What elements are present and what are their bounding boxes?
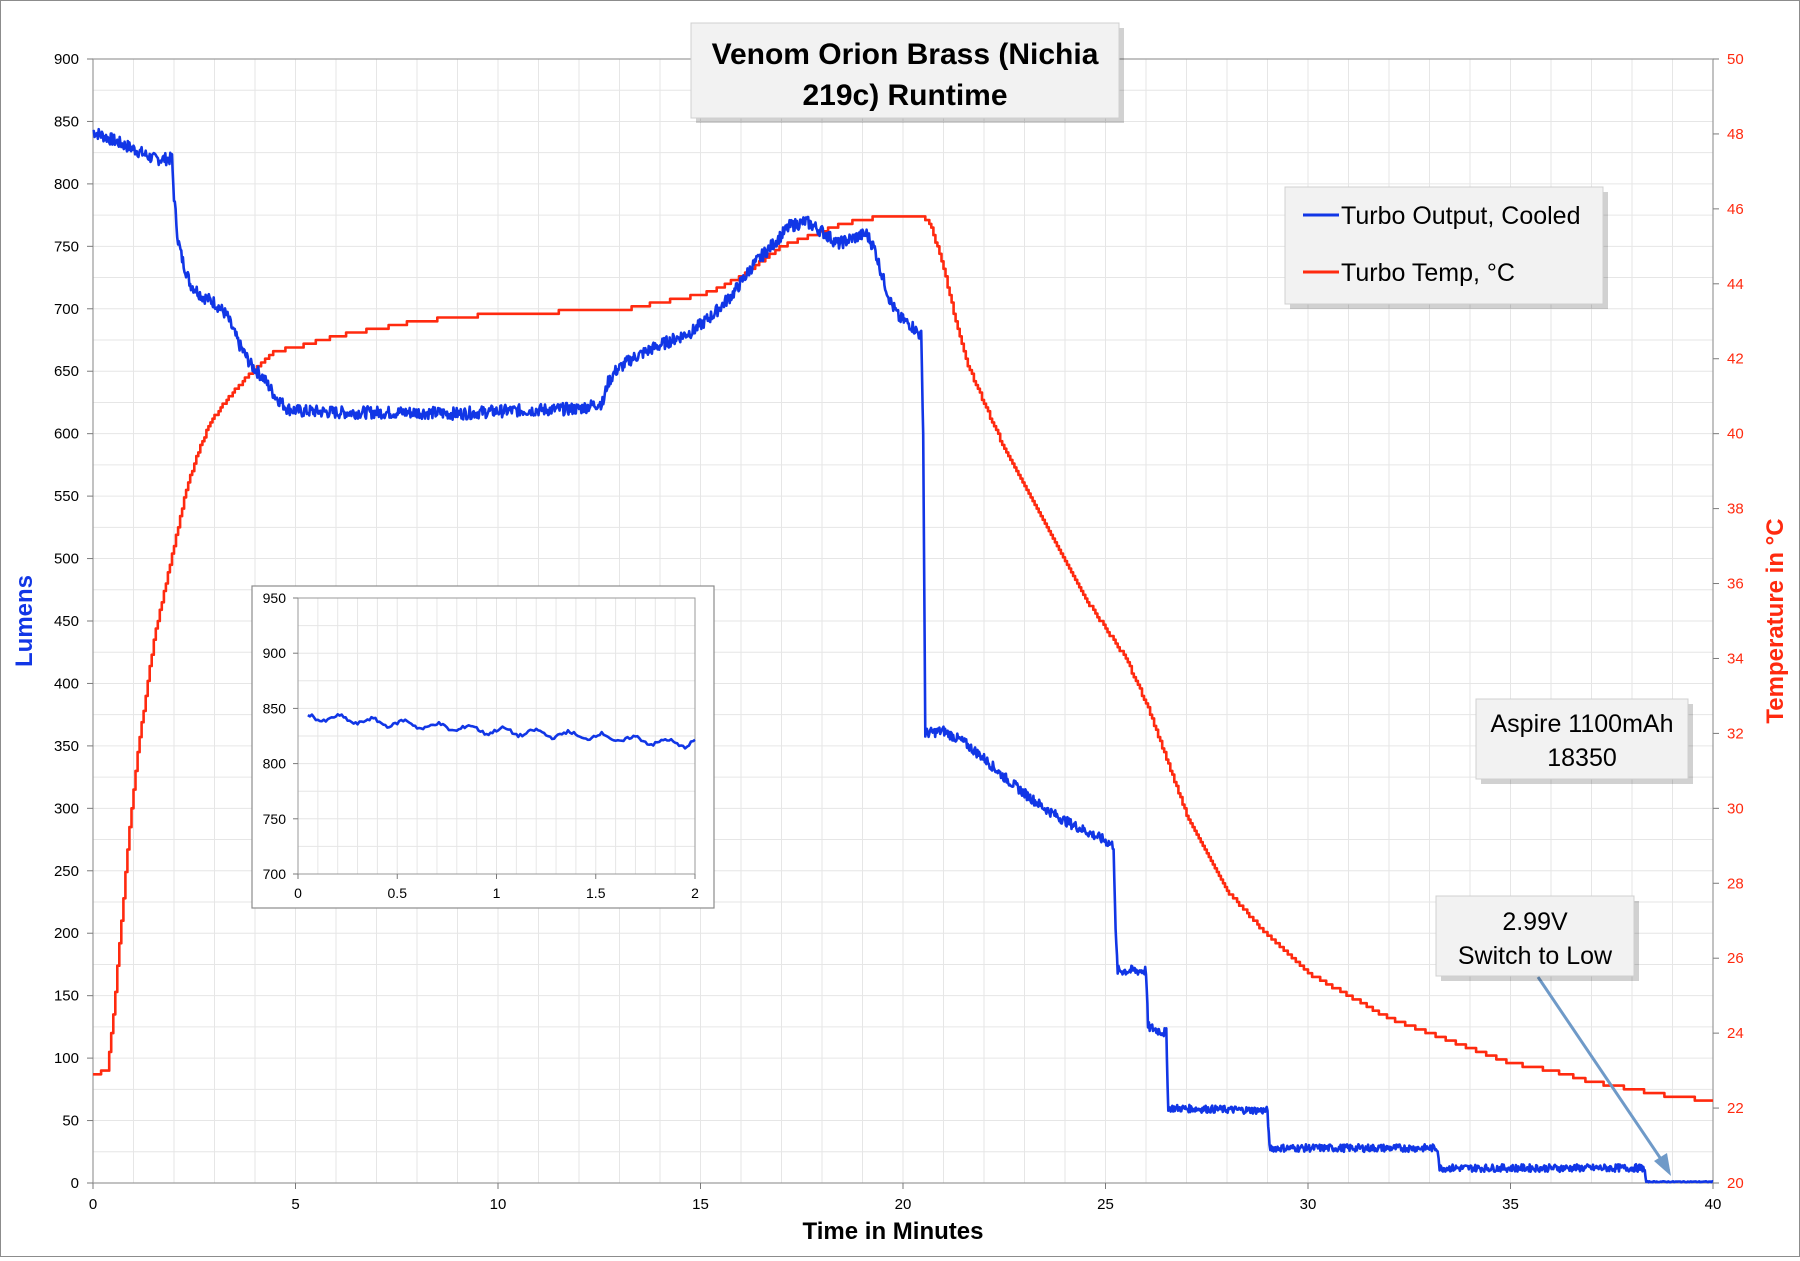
- right-tick-label: 34: [1727, 650, 1744, 667]
- x-tick-label: 5: [291, 1196, 299, 1213]
- battery-annotation-background: [1475, 698, 1689, 780]
- right-tick-label: 28: [1727, 875, 1744, 892]
- chart-title-line-2: 219c) Runtime: [802, 79, 1007, 112]
- low-switch-annotation: 2.99V Switch to Low: [1435, 895, 1671, 1176]
- left-tick-label: 400: [54, 675, 79, 692]
- right-tick-label: 40: [1727, 426, 1744, 443]
- inset-frame: [251, 585, 715, 909]
- left-tick-label: 250: [54, 863, 79, 880]
- right-tick-label: 20: [1727, 1175, 1744, 1192]
- low-switch-annotation-line-2: Switch to Low: [1458, 942, 1613, 970]
- x-tick-label: 25: [1097, 1196, 1114, 1213]
- left-tick-label: 600: [54, 426, 79, 443]
- legend-background: [1284, 186, 1604, 305]
- right-tick-label: 24: [1727, 1025, 1744, 1042]
- inset-x-tick-label: 1.5: [586, 885, 606, 901]
- x-tick-label: 30: [1300, 1196, 1317, 1213]
- legend-label-temp: Turbo Temp, °C: [1341, 259, 1515, 287]
- x-tick-label: 40: [1705, 1196, 1722, 1213]
- x-tick-label: 35: [1502, 1196, 1519, 1213]
- x-axis-title: Time in Minutes: [803, 1218, 984, 1245]
- inset-x-tick-label: 2: [691, 885, 699, 901]
- left-tick-label: 300: [54, 800, 79, 817]
- right-tick-label: 30: [1727, 800, 1744, 817]
- battery-annotation-line-1: Aspire 1100mAh: [1491, 710, 1674, 738]
- inset-x-tick-label: 0: [294, 885, 302, 901]
- low-switch-annotation-line-1: 2.99V: [1502, 908, 1568, 936]
- left-tick-label: 350: [54, 738, 79, 755]
- right-tick-label: 22: [1727, 1100, 1744, 1117]
- right-axis-ticks: 20 22 24 26 28 30 32 34 36 38 40 42 44 46 48 50: [1713, 51, 1744, 1192]
- right-tick-label: 32: [1727, 725, 1744, 742]
- left-tick-label: 200: [54, 925, 79, 942]
- inset-x-tick-label: 1: [493, 885, 501, 901]
- legend-label-lumens: Turbo Output, Cooled: [1341, 202, 1581, 230]
- left-tick-label: 100: [54, 1050, 79, 1067]
- chart-title-box: Venom Orion Brass (Nichia 219c) Runtime: [690, 22, 1124, 123]
- x-tick-label: 15: [692, 1196, 709, 1213]
- inset-chart: 700 750 800 850 900 950 0 0.5 1 1.5 2: [251, 585, 715, 909]
- right-tick-label: 26: [1727, 950, 1744, 967]
- left-tick-label: 150: [54, 988, 79, 1005]
- low-switch-arrow: [1536, 976, 1671, 1172]
- chart-title-line-1: Venom Orion Brass (Nichia: [712, 38, 1099, 71]
- left-tick-label: 800: [54, 176, 79, 193]
- right-tick-label: 36: [1727, 576, 1744, 593]
- left-tick-label: 550: [54, 488, 79, 505]
- series-line-temperature: [93, 215, 1713, 1102]
- x-axis-ticks: 0 5 10 15 20 25 30 35 40: [89, 1183, 1722, 1213]
- right-tick-label: 38: [1727, 501, 1744, 518]
- left-tick-label: 50: [62, 1113, 79, 1130]
- left-tick-label: 750: [54, 238, 79, 255]
- series-line-lumens: [92, 127, 1714, 1184]
- right-axis-title: Temperature in °C: [1762, 518, 1789, 723]
- left-axis-title: Lumens: [11, 575, 38, 667]
- inset-y-tick-label: 700: [263, 866, 287, 882]
- low-switch-arrow-head: [1654, 1153, 1671, 1176]
- battery-annotation: Aspire 1100mAh 18350: [1475, 698, 1693, 784]
- left-tick-label: 700: [54, 301, 79, 318]
- right-tick-label: 48: [1727, 126, 1744, 143]
- inset-x-axis-ticks: 0 0.5 1 1.5 2: [294, 874, 699, 901]
- inset-series-layer: [307, 713, 696, 750]
- right-tick-label: 50: [1727, 51, 1744, 68]
- left-tick-label: 850: [54, 113, 79, 130]
- left-axis-ticks: 0 50 100 150 200 250 300 350 400 450 500 550 600 650 7…: [54, 51, 93, 1192]
- x-tick-label: 0: [89, 1196, 97, 1213]
- inset-y-tick-label: 850: [263, 700, 287, 716]
- inset-y-axis-ticks: 700 750 800 850 900 950: [263, 590, 298, 882]
- battery-annotation-line-2: 18350: [1547, 744, 1617, 772]
- low-switch-annotation-background: [1435, 895, 1635, 977]
- x-tick-label: 10: [490, 1196, 507, 1213]
- right-tick-label: 44: [1727, 276, 1744, 293]
- inset-y-tick-label: 800: [263, 756, 287, 772]
- legend: Turbo Output, Cooled Turbo Temp, °C: [1284, 186, 1608, 309]
- left-tick-label: 450: [54, 613, 79, 630]
- inset-y-tick-label: 750: [263, 811, 287, 827]
- right-tick-label: 42: [1727, 351, 1744, 368]
- inset-series-line-lumens: [307, 713, 696, 750]
- title-background: [690, 22, 1120, 119]
- left-tick-label: 500: [54, 551, 79, 568]
- inset-y-tick-label: 950: [263, 590, 287, 606]
- series-layer: [92, 127, 1714, 1184]
- inset-x-tick-label: 0.5: [388, 885, 408, 901]
- left-tick-label: 650: [54, 363, 79, 380]
- left-tick-label: 900: [54, 51, 79, 68]
- left-tick-label: 0: [71, 1175, 79, 1192]
- right-tick-label: 46: [1727, 201, 1744, 218]
- inset-y-tick-label: 900: [263, 645, 287, 661]
- x-tick-label: 20: [895, 1196, 912, 1213]
